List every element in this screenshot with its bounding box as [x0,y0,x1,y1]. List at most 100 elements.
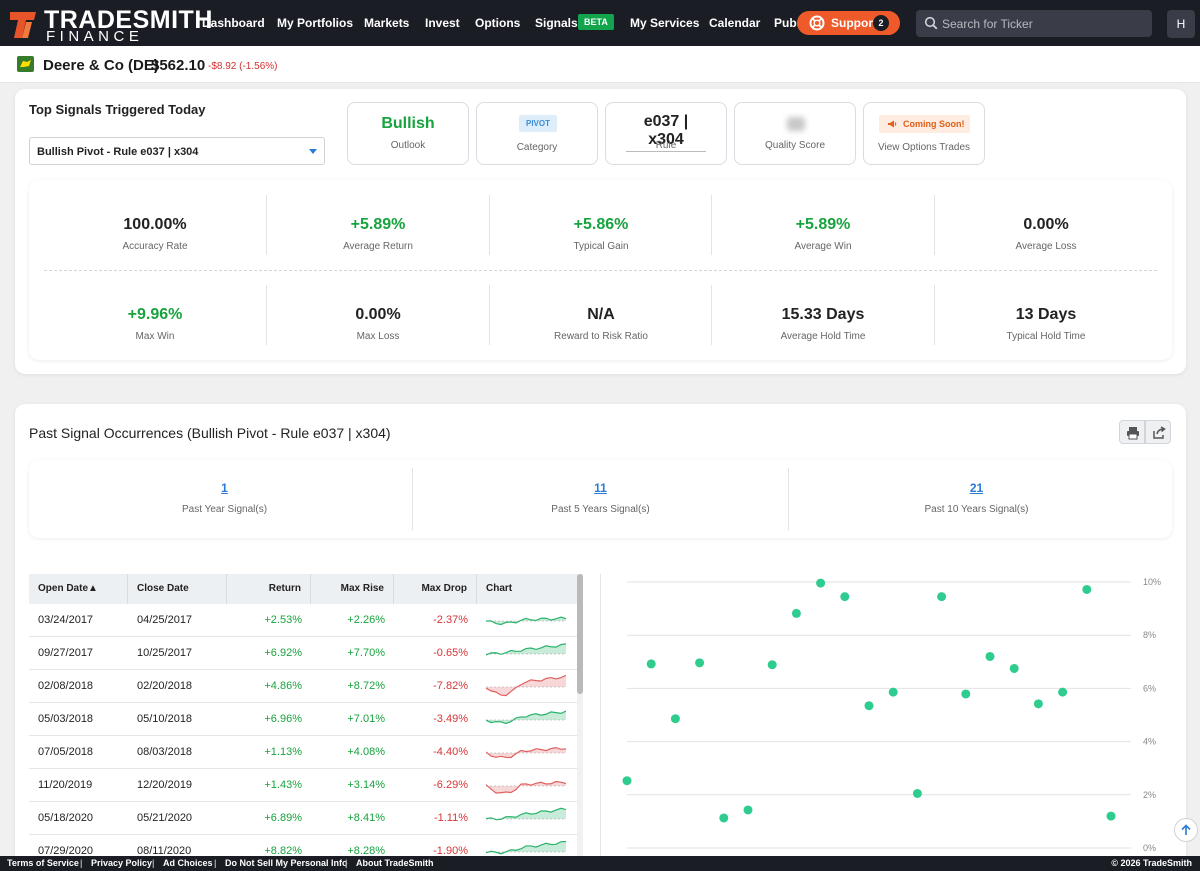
scatter-point[interactable] [912,788,922,798]
stat-divider [934,195,935,255]
close-date-cell: 05/10/2018 [137,713,193,725]
stat-typical-gain: +5.86% Typical Gain [490,216,712,252]
nav-my-services[interactable]: My Services [630,16,700,30]
scatter-point[interactable] [888,687,898,697]
max-rise-cell: +7.01% [347,713,385,725]
scatter-point[interactable] [622,776,632,786]
max-rise-cell: +7.70% [347,647,385,659]
past-signals-title: Past Signal Occurrences (Bullish Pivot -… [29,425,391,441]
return-cell: +8.82% [264,845,302,857]
return-cell: +1.13% [264,746,302,758]
table-row[interactable]: 02/08/2018 02/20/2018 +4.86% +8.72% -7.82% [29,670,577,703]
scroll-to-top-button[interactable] [1174,818,1198,842]
ticker-search[interactable] [916,10,1152,37]
footer-ad-choices[interactable]: Ad Choices [163,858,213,868]
footer-about[interactable]: About TradeSmith [356,858,434,868]
scatter-point[interactable] [791,608,801,618]
scatter-point[interactable] [646,659,656,669]
footer-terms[interactable]: Terms of Service [7,858,79,868]
stat-average-hold-time: 15.33 Days Average Hold Time [712,306,934,342]
sparkline-chart [486,674,566,697]
category-card: PIVOT Category [476,102,598,165]
col-open-date[interactable]: Open Date▲ [29,574,128,604]
scatter-point[interactable] [1106,811,1116,821]
stat-divider [489,195,490,255]
stat-label: Accuracy Rate [122,241,188,252]
nav-dashboard[interactable]: Dashboard [202,16,265,30]
footer-privacy[interactable]: Privacy Policy [91,858,153,868]
max-drop-cell: -6.29% [433,779,468,791]
scatter-point[interactable] [1033,699,1043,709]
close-date-cell: 08/03/2018 [137,746,193,758]
nav-calendar[interactable]: Calendar [709,16,761,30]
support-count-badge: 2 [873,15,889,31]
past-year-count-link[interactable]: 1 [221,481,228,495]
table-row[interactable]: 07/05/2018 08/03/2018 +1.13% +4.08% -4.40% [29,736,577,769]
table-row[interactable]: 03/24/2017 04/25/2017 +2.53% +2.26% -2.37% [29,604,577,637]
table-scrollbar-track[interactable] [577,574,583,856]
scatter-point[interactable] [1082,584,1092,594]
scatter-point[interactable] [840,592,850,602]
brand-name-top: TRADESMITH [44,6,213,34]
nav-pubs[interactable]: Pubs [774,16,804,30]
open-date-cell: 05/03/2018 [38,713,94,725]
scatter-point[interactable] [695,658,705,668]
options-trades-card[interactable]: Coming Soon! View Options Trades [863,102,985,165]
stat-value: +5.86% [573,216,629,233]
scatter-point[interactable] [719,813,729,823]
user-avatar[interactable]: H [1167,10,1195,38]
scatter-point[interactable] [937,592,947,602]
ticker-search-input[interactable] [942,10,1142,37]
stat-value: +9.96% [127,306,183,323]
nav-options[interactable]: Options [475,16,521,30]
y-tick-label: 6% [1143,683,1156,693]
past-10-years-count-link[interactable]: 21 [969,481,984,495]
stat-label: Max Win [135,331,175,342]
past-5-years-count-link[interactable]: 11 [594,481,607,495]
nav-invest[interactable]: Invest [425,16,460,30]
nav-signals[interactable]: Signals [535,16,578,30]
stat-value: 15.33 Days [781,306,865,323]
close-date-cell: 05/21/2020 [137,812,193,824]
sparkline-area [486,841,566,854]
return-cell: +6.92% [264,647,302,659]
stat-reward-to-risk-ratio: N/A Reward to Risk Ratio [490,306,712,342]
table-row[interactable]: 09/27/2017 10/25/2017 +6.92% +7.70% -0.65% [29,637,577,670]
past-5-years-count: 11 Past 5 Years Signal(s) [413,481,788,515]
outlook-card: Bullish Outlook [347,102,469,165]
scatter-point[interactable] [767,660,777,670]
col-max-rise[interactable]: Max Rise [311,574,394,604]
col-close-date[interactable]: Close Date [128,574,227,604]
support-button[interactable]: Support 2 [797,11,900,35]
max-rise-cell: +8.28% [347,845,385,857]
share-button[interactable] [1145,420,1171,444]
table-scrollbar-thumb[interactable] [577,574,583,694]
table-row[interactable]: 11/20/2019 12/20/2019 +1.43% +3.14% -6.29% [29,769,577,802]
col-max-drop[interactable]: Max Drop [394,574,477,604]
col-return[interactable]: Return [227,574,311,604]
footer-do-not-sell[interactable]: Do Not Sell My Personal Info [225,858,348,868]
scatter-point[interactable] [1058,687,1068,697]
scatter-point[interactable] [961,689,971,699]
scatter-point[interactable] [743,805,753,815]
max-drop-cell: -3.49% [433,713,468,725]
scatter-point[interactable] [985,651,995,661]
open-date-cell: 07/29/2020 [38,845,94,857]
signal-select[interactable]: Bullish Pivot - Rule e037 | x304 [29,137,325,165]
sparkline-line [486,780,566,794]
scatter-point[interactable] [864,701,874,711]
tradesmith-logo[interactable]: TRADESMITH FINANCE [8,6,212,45]
print-button[interactable] [1119,420,1145,444]
scatter-point[interactable] [670,714,680,724]
past-10-years-count: 21 Past 10 Years Signal(s) [789,481,1164,515]
sparkline-chart [486,710,566,725]
nav-markets[interactable]: Markets [364,16,410,30]
scatter-point[interactable] [1009,663,1019,673]
stat-label: Average Hold Time [780,331,866,342]
scatter-point[interactable] [816,578,826,588]
stat-value: 0.00% [355,306,401,323]
table-row[interactable]: 05/03/2018 05/10/2018 +6.96% +7.01% -3.49% [29,703,577,736]
sparkline-area [486,747,566,758]
nav-my-portfolios[interactable]: My Portfolios [277,16,354,30]
table-row[interactable]: 05/18/2020 05/21/2020 +6.89% +8.41% -1.11% [29,802,577,835]
